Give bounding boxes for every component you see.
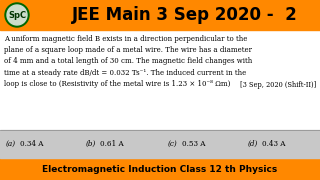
Text: loop is close to (Resistivity of the metal wire is 1.23 × 10⁻⁸ Ωm): loop is close to (Resistivity of the met… bbox=[4, 80, 230, 88]
Text: of 4 mm and a total length of 30 cm. The magnetic field changes with: of 4 mm and a total length of 30 cm. The… bbox=[4, 57, 252, 65]
Text: JEE Main 3 Sep 2020 -  2: JEE Main 3 Sep 2020 - 2 bbox=[72, 6, 298, 24]
Text: A uniform magnetic field B exists in a direction perpendicular to the: A uniform magnetic field B exists in a d… bbox=[4, 35, 247, 43]
Bar bbox=[0, 0, 320, 30]
Bar bbox=[0, 130, 320, 158]
Circle shape bbox=[7, 5, 27, 25]
Text: 0.53 A: 0.53 A bbox=[182, 140, 205, 148]
Text: [3 Sep, 2020 (Shift-II)]: [3 Sep, 2020 (Shift-II)] bbox=[240, 81, 316, 89]
Text: (d): (d) bbox=[248, 140, 258, 148]
Text: 0.43 A: 0.43 A bbox=[262, 140, 285, 148]
Circle shape bbox=[5, 3, 29, 27]
Text: 0.61 A: 0.61 A bbox=[100, 140, 124, 148]
Text: (a): (a) bbox=[6, 140, 16, 148]
Text: (b): (b) bbox=[86, 140, 96, 148]
Text: time at a steady rate dB/dt = 0.032 Ts⁻¹. The induced current in the: time at a steady rate dB/dt = 0.032 Ts⁻¹… bbox=[4, 69, 246, 77]
Text: 0.34 A: 0.34 A bbox=[20, 140, 44, 148]
Text: SpC: SpC bbox=[8, 10, 26, 19]
Bar bbox=[0, 158, 320, 180]
Text: (c): (c) bbox=[168, 140, 178, 148]
Text: Electromagnetic Induction Class 12 th Physics: Electromagnetic Induction Class 12 th Ph… bbox=[42, 165, 278, 174]
Text: plane of a square loop made of a metal wire. The wire has a diameter: plane of a square loop made of a metal w… bbox=[4, 46, 252, 54]
